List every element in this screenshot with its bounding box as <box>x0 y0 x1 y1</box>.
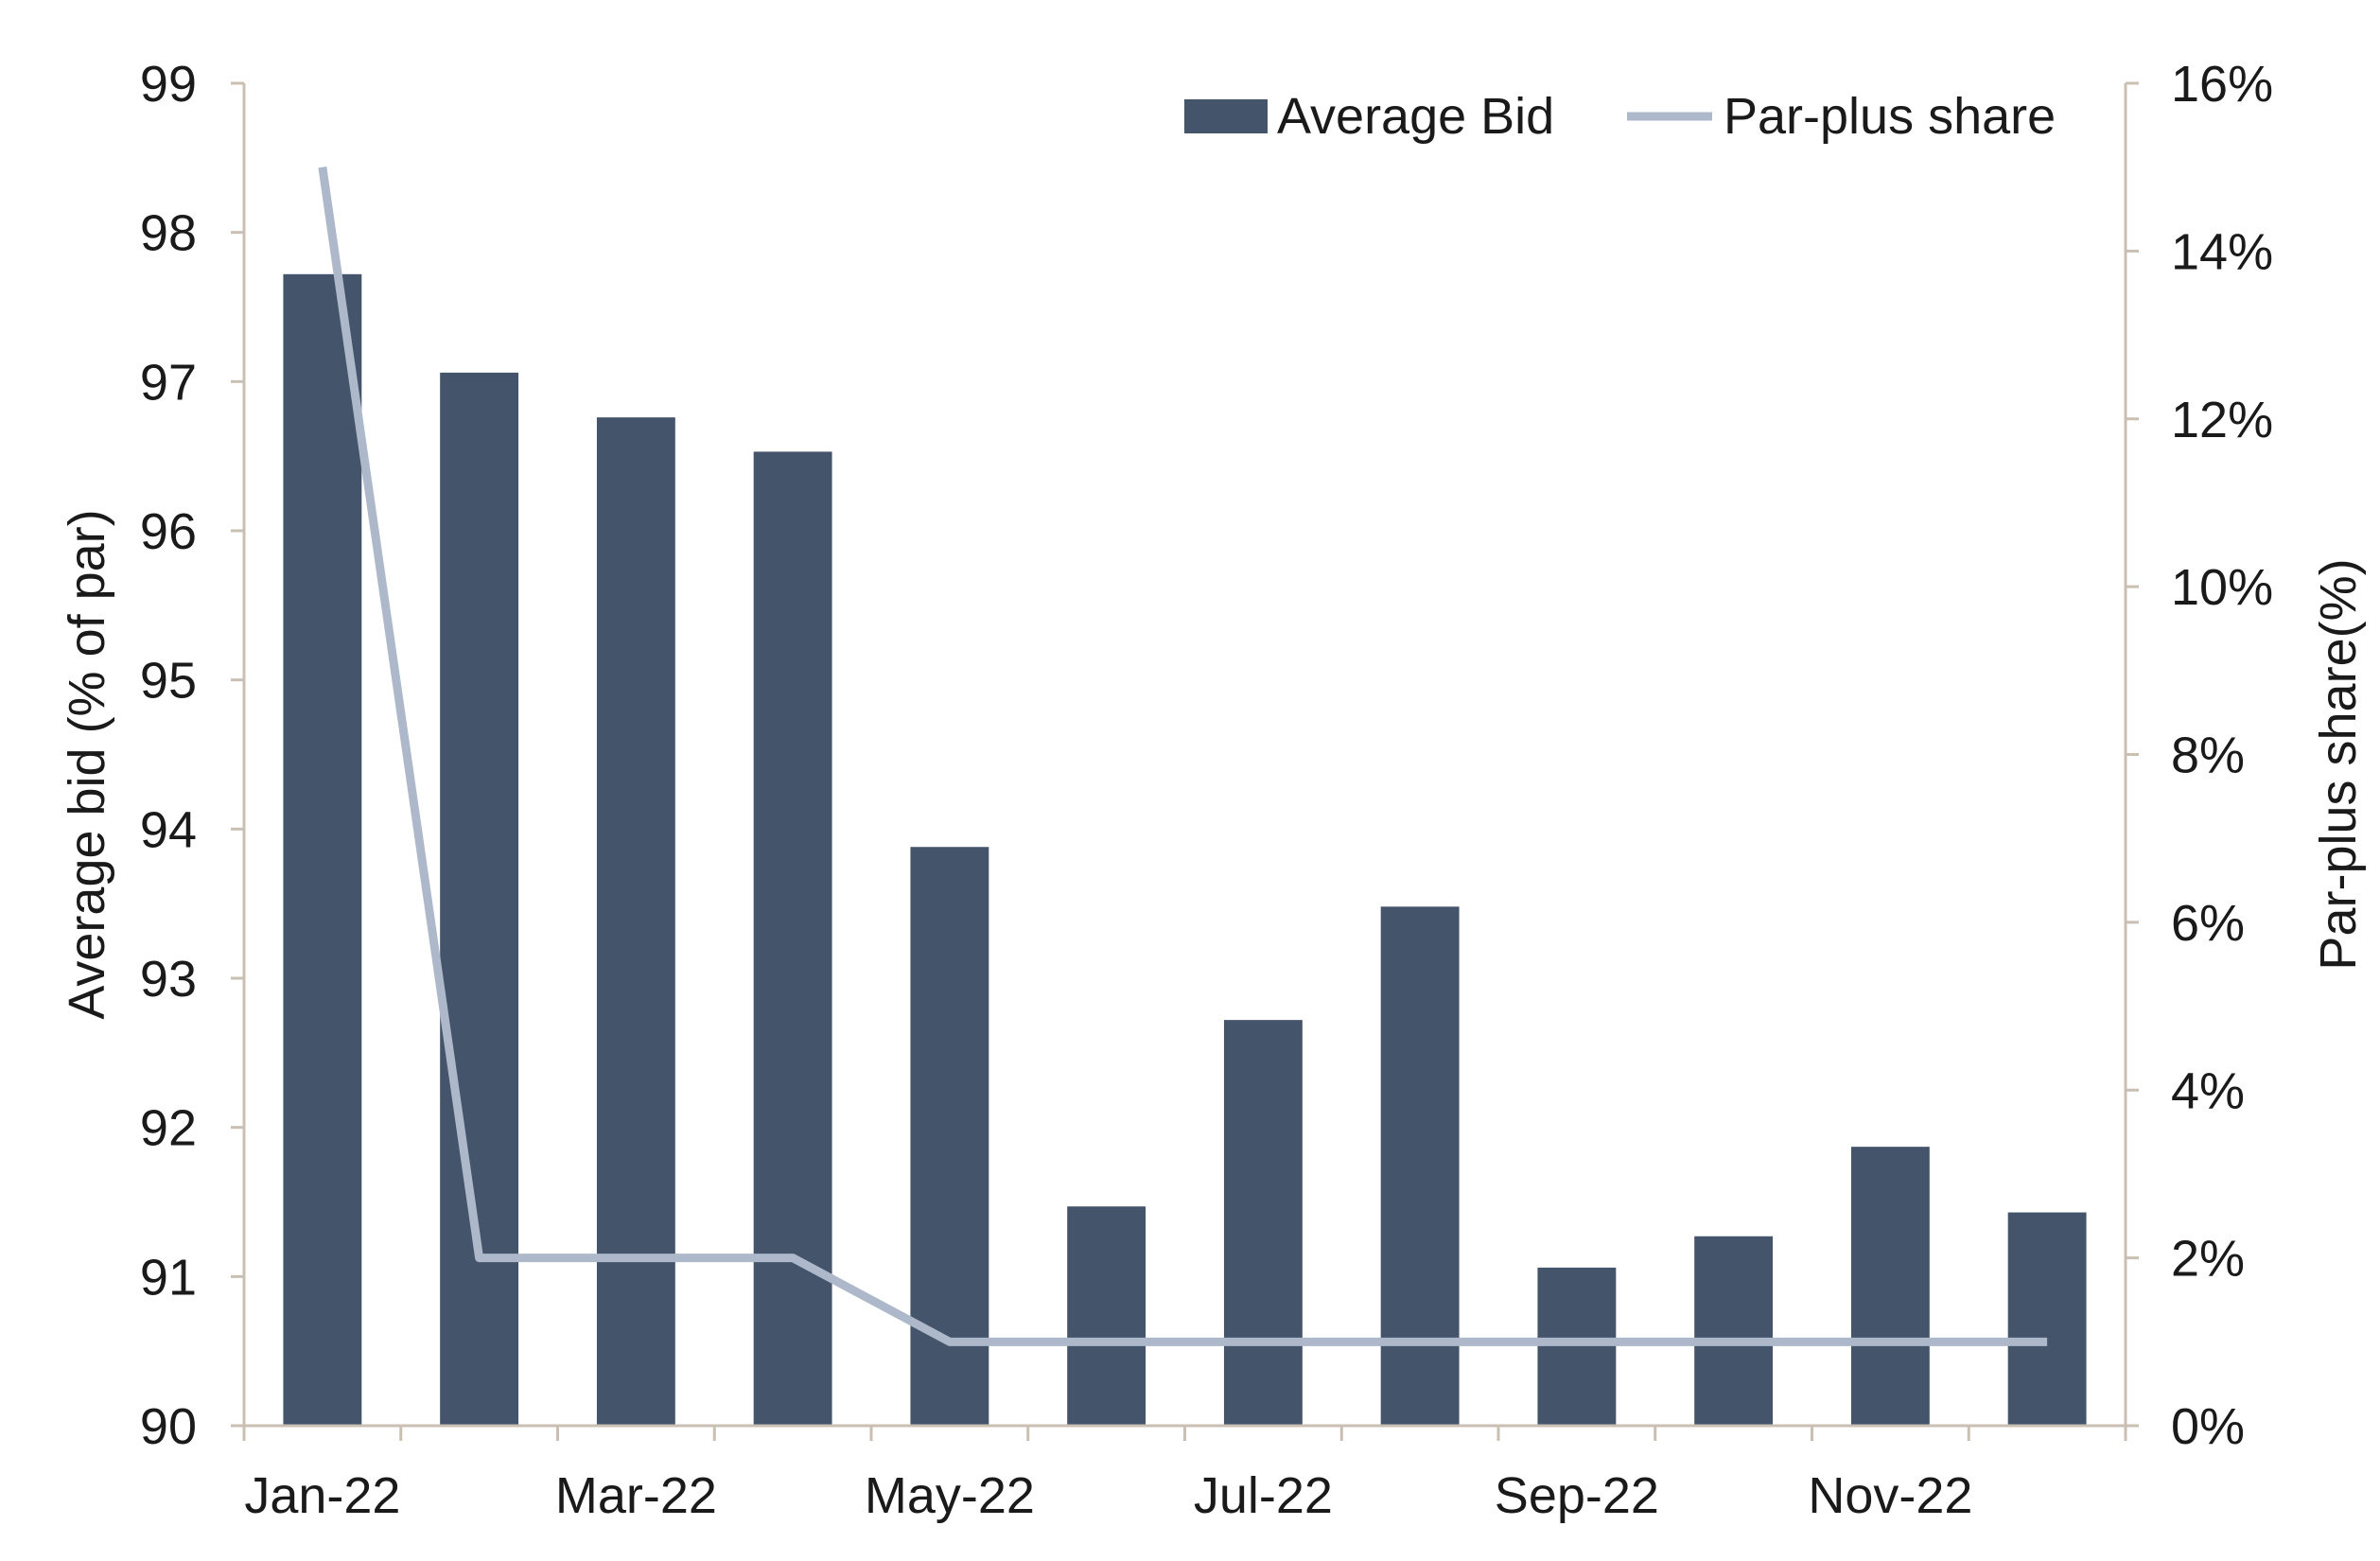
bar-Oct-22 <box>1694 1236 1774 1426</box>
axes-group <box>242 83 2127 1428</box>
x-tick-label: Nov-22 <box>1808 1467 1972 1524</box>
y-tick-label: 97 <box>140 354 197 411</box>
y2-tick-label: 2% <box>2171 1231 2245 1288</box>
x-tick-label: Sep-22 <box>1495 1467 1659 1524</box>
y-tick-label: 96 <box>140 503 197 560</box>
bar-Feb-22 <box>440 372 519 1427</box>
y2-axis-title: Par-plus share(%) <box>2310 558 2367 970</box>
y-tick-label: 92 <box>140 1100 197 1157</box>
y2-tick-label: 4% <box>2171 1062 2245 1119</box>
x-tick-label: May-22 <box>865 1467 1035 1524</box>
bar-Jan-22 <box>283 273 362 1426</box>
y-tick-label: 95 <box>140 653 197 710</box>
legend-swatch-average-bid <box>1184 99 1268 133</box>
x-tick-label: Mar-22 <box>555 1467 717 1524</box>
legend-label-average-bid: Average Bid <box>1277 88 1554 145</box>
y-tick-label: 99 <box>140 56 197 113</box>
bar-Aug-22 <box>1380 906 1460 1426</box>
bar-Sep-22 <box>1537 1267 1617 1426</box>
y-tick-label: 93 <box>140 951 197 1008</box>
y-tick-label: 90 <box>140 1398 197 1455</box>
bar-Mar-22 <box>596 417 675 1426</box>
y-tick-label: 94 <box>140 801 197 858</box>
line-group <box>318 167 2048 1346</box>
x-tick-label: Jul-22 <box>1194 1467 1333 1524</box>
y-axis-title: Average bid (% of par) <box>59 509 115 1019</box>
y2-tick-label: 14% <box>2171 223 2273 280</box>
ticks-group: 90 91 92 93 94 95 96 97 98 99 0% 2% 4% 6% 8% 10% 12% 14% 1… <box>140 56 2273 1524</box>
y2-tick-label: 8% <box>2171 728 2245 784</box>
y2-tick-label: 10% <box>2171 559 2273 616</box>
bar-Jul-22 <box>1223 1020 1303 1426</box>
bars-group <box>283 273 2087 1427</box>
y-tick-label: 91 <box>140 1249 197 1306</box>
y-tick-label: 98 <box>140 205 197 262</box>
y2-tick-label: 16% <box>2171 56 2273 113</box>
line-par-plus-share <box>318 167 2048 1346</box>
bar-Dec-22 <box>2007 1212 2087 1426</box>
bar-Jun-22 <box>1067 1206 1146 1426</box>
bar-Nov-22 <box>1850 1147 1930 1426</box>
y2-tick-label: 6% <box>2171 895 2245 952</box>
bar-Apr-22 <box>753 451 832 1427</box>
legend-label-par-plus-share: Par-plus share <box>1724 88 2056 145</box>
x-tick-label: Jan-22 <box>244 1467 400 1524</box>
y2-tick-label: 0% <box>2171 1398 2245 1455</box>
y2-tick-label: 12% <box>2171 392 2273 448</box>
legend: Average Bid Par-plus share <box>1184 88 2056 145</box>
